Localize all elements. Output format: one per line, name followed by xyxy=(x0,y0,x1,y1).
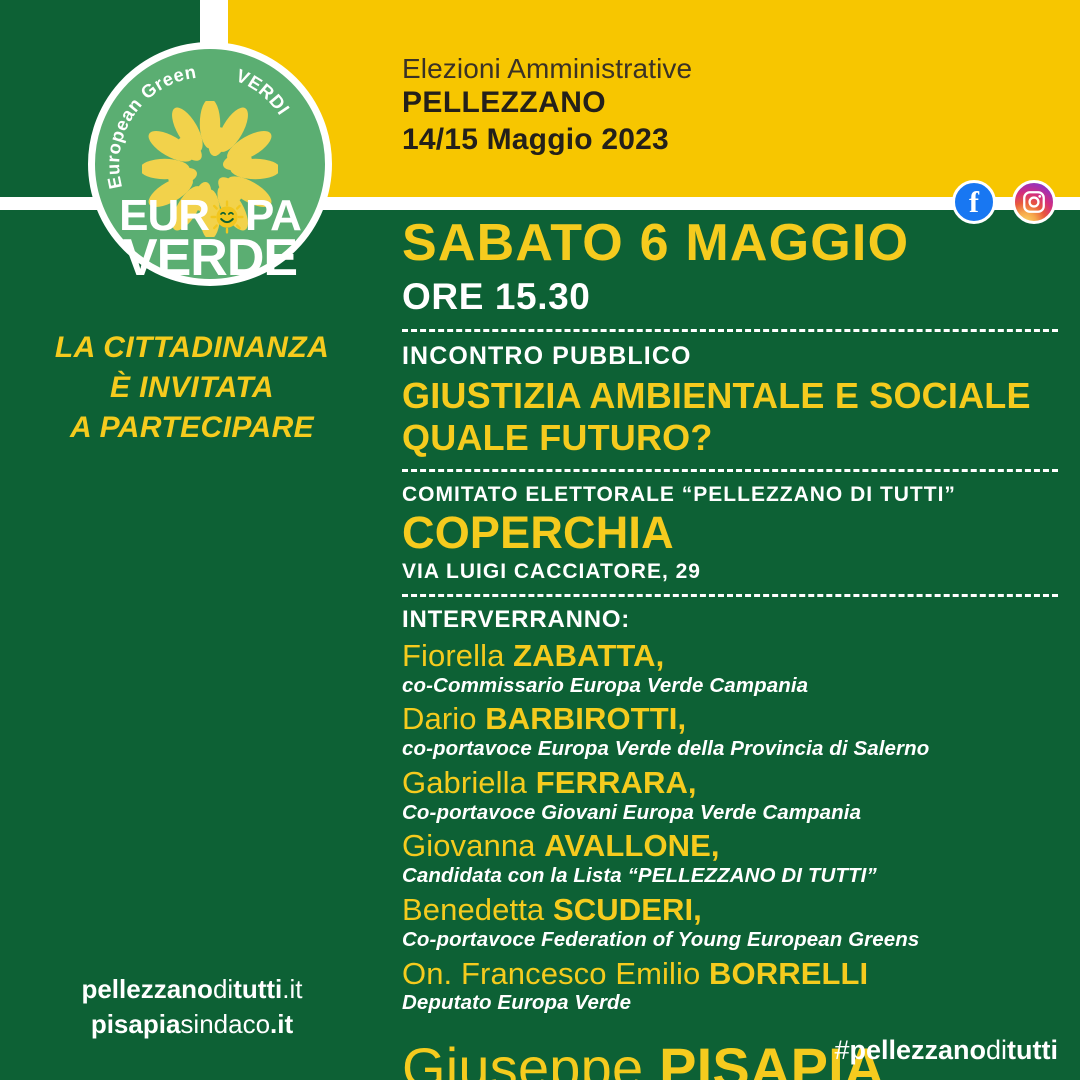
hashtag-part2: di xyxy=(986,1035,1008,1066)
candidate-name: Giuseppe PISAPIA xyxy=(402,1036,1058,1080)
election-header: Elezioni Amministrative PELLEZZANO 14/15… xyxy=(402,52,692,158)
instagram-icon[interactable] xyxy=(1012,180,1056,224)
speaker-lastname: AVALLONE, xyxy=(544,828,720,864)
campaign-hashtag: #pellezzanoditutti xyxy=(834,1035,1058,1066)
hashtag-part1: pellezzano xyxy=(849,1035,987,1066)
speaker-firstname: Fiorella xyxy=(402,637,514,673)
speakers-kicker: INTERVERRANNO: xyxy=(402,605,631,633)
facebook-glyph: f xyxy=(969,186,979,219)
speaker-role: Co-portavoce Giovani Europa Verde Campan… xyxy=(402,800,862,824)
divider-2 xyxy=(402,468,1058,472)
event-title-line-1: GIUSTIZIA AMBIENTALE E SOCIALE xyxy=(402,374,1031,416)
speaker-role: Deputato Europa Verde xyxy=(402,991,632,1015)
speaker-firstname: On. Francesco Emilio xyxy=(402,955,710,991)
site1-part4: .it xyxy=(282,974,303,1004)
venue-name: COPERCHIA xyxy=(402,506,674,558)
invite-line-2: È INVITATA xyxy=(110,370,274,404)
municipality-name: PELLEZZANO xyxy=(402,86,606,120)
speaker-name: Benedetta SCUDERI, xyxy=(402,892,1058,928)
smiling-sun-icon xyxy=(210,200,244,234)
hashtag-symbol: # xyxy=(834,1035,850,1066)
speaker-item: Benedetta SCUDERI, Co-portavoce Federati… xyxy=(402,892,1058,953)
speaker-item: Gabriella FERRARA, Co-portavoce Giovani … xyxy=(402,765,1058,826)
speaker-firstname: Dario xyxy=(402,701,486,737)
event-details: SABATO 6 MAGGIO ORE 15.30 INCONTRO PUBBL… xyxy=(402,214,1058,1080)
site2-part3: .it xyxy=(270,1009,294,1040)
header-yellow-panel xyxy=(228,0,1080,197)
speaker-lastname: BORRELLI xyxy=(709,955,869,991)
event-title-line-2: QUALE FUTURO? xyxy=(402,417,713,459)
site1-part1: pellezzano xyxy=(81,974,213,1004)
speaker-name: Giovanna AVALLONE, xyxy=(402,828,1058,864)
speaker-role: co-Commissario Europa Verde Campania xyxy=(402,673,809,697)
site2-part1: pisapia xyxy=(90,1009,181,1040)
candidate-lastname: PISAPIA xyxy=(659,1036,885,1080)
speaker-lastname: SCUDERI, xyxy=(552,891,702,927)
website-link-1[interactable]: pellezzanoditutti.it xyxy=(14,972,370,1007)
invite-line-3: A PARTECIPARE xyxy=(69,410,315,444)
logo-wordmark: EUR PA VERDE xyxy=(95,191,325,287)
logo-wordmark-line2: VERDE xyxy=(122,228,298,287)
speaker-role: Candidata con la Lista “PELLEZZANO DI TU… xyxy=(402,864,877,888)
social-links: f xyxy=(952,180,1056,224)
logo-wordmark-line1: EUR PA xyxy=(119,191,302,240)
event-title: GIUSTIZIA AMBIENTALE E SOCIALE QUALE FUT… xyxy=(402,375,1058,460)
invite-line-1: LA CITTADINANZA xyxy=(54,331,330,364)
speaker-firstname: Gabriella xyxy=(402,764,536,800)
speaker-item: Fiorella ZABATTA, co-Commissario Europa … xyxy=(402,638,1058,699)
website-links: pellezzanoditutti.it pisapiasindaco.it xyxy=(14,972,370,1042)
site2-part2: sindaco xyxy=(180,1009,271,1040)
divider-1 xyxy=(402,328,1058,332)
speaker-name: On. Francesco Emilio BORRELLI xyxy=(402,956,1058,992)
speaker-lastname: BARBIROTTI, xyxy=(485,701,687,737)
election-dates: 14/15 Maggio 2023 xyxy=(402,122,669,156)
facebook-icon[interactable]: f xyxy=(952,180,996,224)
divider-3 xyxy=(402,593,1058,597)
instagram-glyph xyxy=(1023,191,1045,213)
venue-kicker: COMITATO ELETTORALE “PELLEZZANO DI TUTTI… xyxy=(402,482,956,506)
website-link-2[interactable]: pisapiasindaco.it xyxy=(14,1007,370,1042)
speaker-role: co-portavoce Europa Verde della Provinci… xyxy=(402,737,930,761)
speaker-firstname: Giovanna xyxy=(402,828,545,864)
candidate-firstname: Giuseppe xyxy=(402,1036,660,1080)
speaker-item: Dario BARBIROTTI, co-portavoce Europa Ve… xyxy=(402,701,1058,762)
venue-address: VIA LUIGI CACCIATORE, 29 xyxy=(402,559,701,583)
event-time: ORE 15.30 xyxy=(402,276,591,318)
speaker-lastname: ZABATTA, xyxy=(513,637,665,673)
event-date: SABATO 6 MAGGIO xyxy=(402,214,910,272)
event-kicker: INCONTRO PUBBLICO xyxy=(402,341,692,370)
speaker-role: Co-portavoce Federation of Young Europea… xyxy=(402,927,920,951)
speaker-name: Gabriella FERRARA, xyxy=(402,765,1058,801)
citizen-invitation: LA CITTADINANZA È INVITATA A PARTECIPARE xyxy=(14,328,370,448)
speaker-name: Dario BARBIROTTI, xyxy=(402,701,1058,737)
speaker-firstname: Benedetta xyxy=(402,891,553,927)
site1-part3: tutti xyxy=(233,974,283,1004)
europa-verde-logo: European Green Party VERDI xyxy=(88,42,332,286)
speaker-name: Fiorella ZABATTA, xyxy=(402,638,1058,674)
site1-part2: di xyxy=(212,974,234,1004)
speaker-lastname: FERRARA, xyxy=(535,764,697,800)
mayor-candidate: Giuseppe PISAPIA CANDIDATO SINDACO xyxy=(402,1036,1058,1080)
speaker-item: Giovanna AVALLONE, Candidata con la List… xyxy=(402,828,1058,889)
election-type: Elezioni Amministrative xyxy=(402,53,693,84)
speaker-item: On. Francesco Emilio BORRELLI Deputato E… xyxy=(402,956,1058,1017)
sunflower-icon xyxy=(142,101,278,237)
hashtag-part3: tutti xyxy=(1007,1035,1058,1066)
